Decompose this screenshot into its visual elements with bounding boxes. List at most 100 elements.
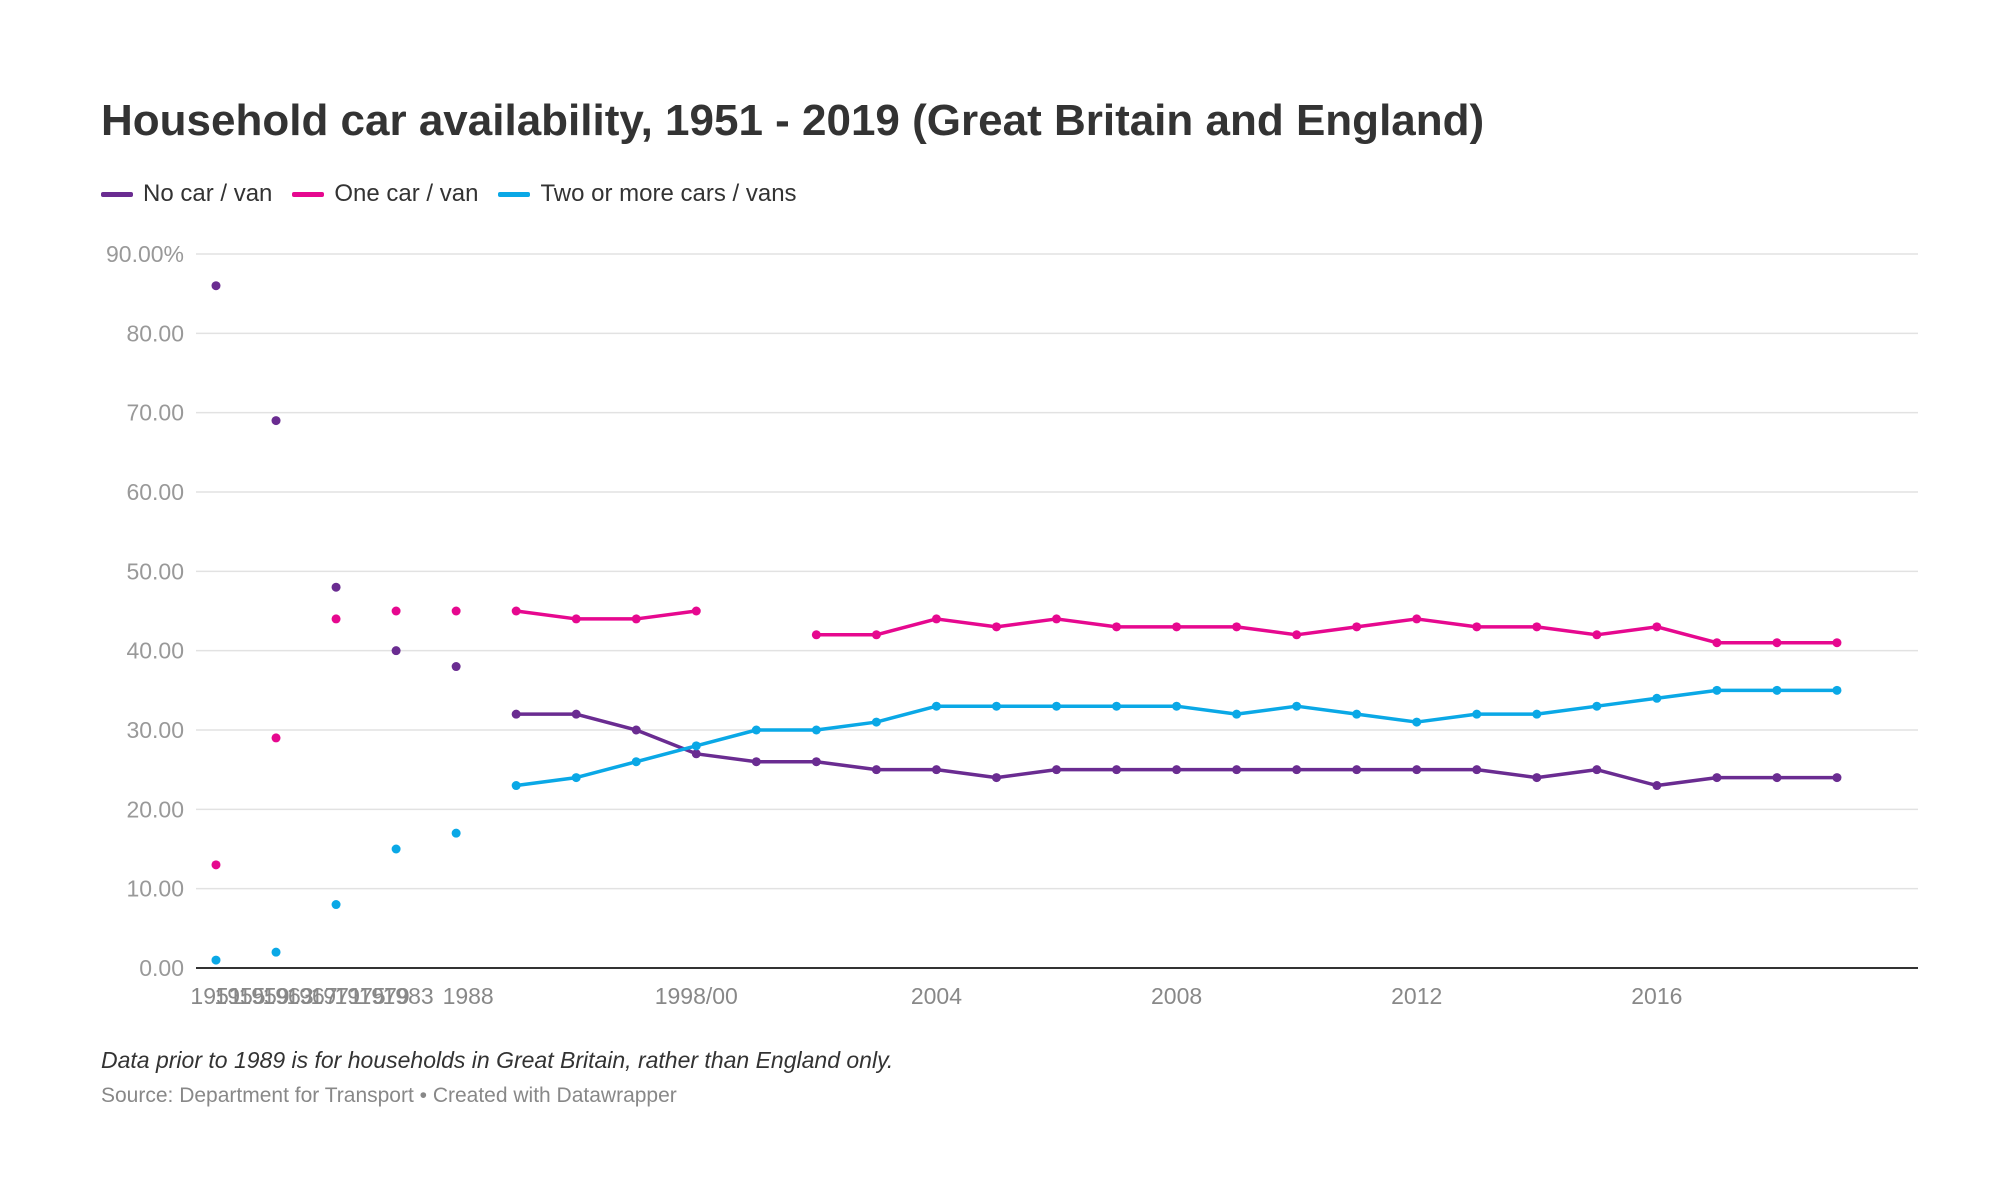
data-point-no-car — [211, 281, 221, 291]
data-point-two-or-more — [631, 757, 641, 767]
legend-swatch-one-car — [292, 191, 325, 197]
chart-note: Data prior to 1989 is for households in … — [101, 1047, 894, 1073]
x-tick-label: 1951 — [190, 983, 241, 1009]
data-point-no-car — [511, 709, 521, 719]
data-point-one-car — [931, 614, 941, 624]
data-point-two-or-more — [1772, 685, 1782, 695]
legend: No car / van One car / van Two or more c… — [101, 180, 797, 208]
data-point-no-car — [631, 725, 641, 735]
data-point-two-or-more — [1412, 717, 1422, 727]
data-point-one-car — [811, 630, 821, 640]
x-tick-label: 2004 — [911, 983, 962, 1009]
y-tick-label: 40.00 — [126, 638, 184, 664]
data-point-two-or-more — [1172, 701, 1182, 711]
y-tick-label: 0.00 — [139, 955, 184, 981]
data-point-no-car — [1772, 773, 1782, 783]
data-point-no-car — [1412, 765, 1422, 775]
data-point-one-car — [571, 614, 581, 624]
data-point-no-car — [1172, 765, 1182, 775]
data-point-two-or-more — [1532, 709, 1542, 719]
data-point-two-or-more — [1472, 709, 1482, 719]
data-point-two-or-more — [451, 828, 461, 838]
data-point-two-or-more — [1352, 709, 1362, 719]
legend-item-no-car: No car / van — [101, 180, 272, 208]
data-point-no-car — [1652, 781, 1662, 791]
data-point-one-car — [211, 860, 221, 870]
data-point-one-car — [1112, 622, 1122, 632]
data-point-no-car — [1472, 765, 1482, 775]
data-point-two-or-more — [751, 725, 761, 735]
data-point-one-car — [331, 614, 341, 624]
legend-label-no-car: No car / van — [143, 180, 273, 207]
data-point-no-car — [1232, 765, 1242, 775]
y-tick-label: 60.00 — [126, 479, 184, 505]
data-point-two-or-more — [811, 725, 821, 735]
x-tick-label: 1988 — [443, 983, 494, 1009]
series-line-no-car — [514, 712, 1839, 788]
data-point-two-or-more — [1832, 685, 1842, 695]
data-point-no-car — [751, 757, 761, 767]
x-tick-label: 1955 — [214, 983, 265, 1009]
data-point-no-car — [991, 773, 1001, 783]
data-point-one-car — [1352, 622, 1362, 632]
data-point-no-car — [1832, 773, 1842, 783]
data-point-no-car — [931, 765, 941, 775]
x-tick-label: 2012 — [1391, 983, 1442, 1009]
data-point-two-or-more — [1652, 693, 1662, 703]
x-tick-label: 1963 — [262, 983, 313, 1009]
legend-item-one-car: One car / van — [292, 180, 478, 208]
data-point-two-or-more — [331, 900, 341, 910]
data-point-no-car — [571, 709, 581, 719]
data-point-one-car — [391, 606, 401, 616]
data-point-one-car — [271, 733, 281, 743]
data-point-one-car — [691, 606, 701, 616]
data-point-one-car — [1832, 638, 1842, 648]
data-point-one-car — [871, 630, 881, 640]
chart-source: Source: Department for Transport • Creat… — [101, 1084, 677, 1107]
series-line-one-car — [514, 609, 699, 621]
y-tick-label: 30.00 — [126, 717, 184, 743]
x-tick-label: 1979 — [359, 983, 410, 1009]
x-tick-label: 2008 — [1151, 983, 1202, 1009]
x-tick-label: 1971 — [310, 983, 361, 1009]
data-point-two-or-more — [931, 701, 941, 711]
data-point-one-car — [1772, 638, 1782, 648]
data-point-no-car — [1292, 765, 1302, 775]
data-point-one-car — [1592, 630, 1602, 640]
legend-swatch-no-car — [101, 191, 133, 197]
legend-label-two-or-more: Two or more cars / vans — [540, 180, 797, 207]
x-tick-label: 1975 — [334, 983, 385, 1009]
data-point-two-or-more — [1112, 701, 1122, 711]
data-point-one-car — [1232, 622, 1242, 632]
data-point-no-car — [691, 749, 701, 759]
data-point-one-car — [991, 622, 1001, 632]
data-point-two-or-more — [391, 844, 401, 854]
x-tick-label: 1959 — [238, 983, 289, 1009]
data-point-no-car — [451, 662, 461, 672]
legend-swatch-two-or-more — [498, 191, 531, 197]
data-point-one-car — [1652, 622, 1662, 632]
data-point-one-car — [1412, 614, 1422, 624]
data-point-two-or-more — [511, 781, 521, 791]
x-tick-label: 2016 — [1631, 983, 1682, 1009]
y-tick-label: 80.00 — [126, 320, 184, 346]
legend-item-two-or-more: Two or more cars / vans — [498, 180, 797, 208]
data-point-no-car — [391, 646, 401, 656]
y-tick-label: 90.00% — [106, 241, 184, 267]
y-tick-label: 20.00 — [126, 796, 184, 822]
data-point-two-or-more — [1712, 685, 1722, 695]
data-point-one-car — [1532, 622, 1542, 632]
y-tick-label: 10.00 — [126, 876, 184, 902]
series-line-one-car — [814, 617, 1839, 645]
data-point-one-car — [1292, 630, 1302, 640]
data-point-one-car — [1052, 614, 1061, 624]
data-point-no-car — [331, 582, 341, 592]
data-point-one-car — [631, 614, 641, 624]
x-tick-label: 1998/00 — [655, 983, 738, 1009]
y-tick-label: 50.00 — [126, 558, 184, 584]
data-point-no-car — [871, 765, 881, 775]
data-point-one-car — [511, 606, 521, 616]
data-point-two-or-more — [691, 741, 701, 751]
data-point-one-car — [451, 606, 461, 616]
data-point-no-car — [1052, 765, 1061, 775]
